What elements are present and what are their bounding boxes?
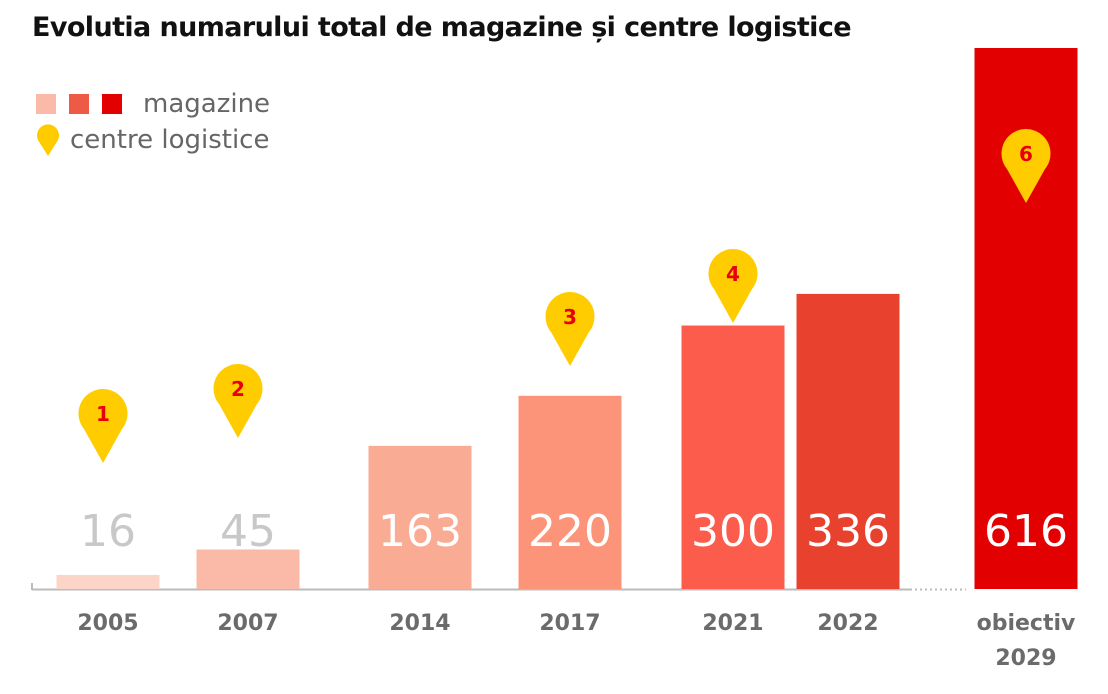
x-tick-label-5: 2022: [817, 611, 878, 636]
x-tick-label-4: 2021: [702, 611, 763, 636]
x-tick-label-1: 2007: [217, 611, 278, 636]
x-tick-label-6-0: obiectiv: [977, 611, 1076, 636]
map-pin-4: [708, 249, 758, 323]
legend-swatch-magazine-2: [69, 94, 89, 114]
x-tick-label-0: 2005: [77, 611, 138, 636]
bar-value-label-1: 45: [220, 506, 276, 557]
legend-item-magazine: magazine: [36, 86, 270, 122]
bar-value-label-0: 16: [80, 506, 136, 557]
map-pin-0: [78, 389, 128, 463]
legend-swatch-magazine-1: [36, 94, 56, 114]
map-pin-1: [213, 364, 263, 438]
bar-1: [196, 549, 300, 589]
legend-label-magazine: magazine: [143, 89, 271, 119]
bar-3: [518, 395, 622, 589]
x-tick-label-6-1: 2029: [995, 646, 1056, 671]
bar-value-label-4: 300: [691, 506, 775, 557]
x-tick-label-2: 2014: [389, 611, 450, 636]
bar-value-label-6: 616: [984, 506, 1068, 557]
bar-2: [368, 445, 472, 589]
legend-item-centre-logistice: centre logistice: [36, 122, 270, 158]
bar-0: [56, 574, 160, 589]
map-pin-3: [545, 292, 595, 366]
bar-value-label-3: 220: [528, 506, 612, 557]
legend: magazine centre logistice: [36, 86, 270, 158]
chart-title: Evolutia numarului total de magazine și …: [32, 12, 852, 43]
bar-4: [681, 325, 785, 589]
map-pin-label-4: 4: [726, 262, 740, 286]
map-pin-label-3: 3: [563, 305, 577, 329]
legend-swatch-magazine-3: [102, 94, 122, 114]
map-pin-icon: [37, 124, 59, 156]
map-pin-label-1: 2: [231, 377, 245, 401]
x-tick-label-3: 2017: [539, 611, 600, 636]
bar-value-label-2: 163: [378, 506, 462, 557]
map-pin-label-0: 1: [96, 402, 110, 426]
bar-value-label-5: 336: [806, 506, 890, 557]
bar-5: [796, 293, 900, 589]
map-pin-label-6: 6: [1019, 142, 1033, 166]
legend-label-centre-logistice: centre logistice: [70, 125, 270, 155]
map-pin-6: [1001, 129, 1051, 203]
